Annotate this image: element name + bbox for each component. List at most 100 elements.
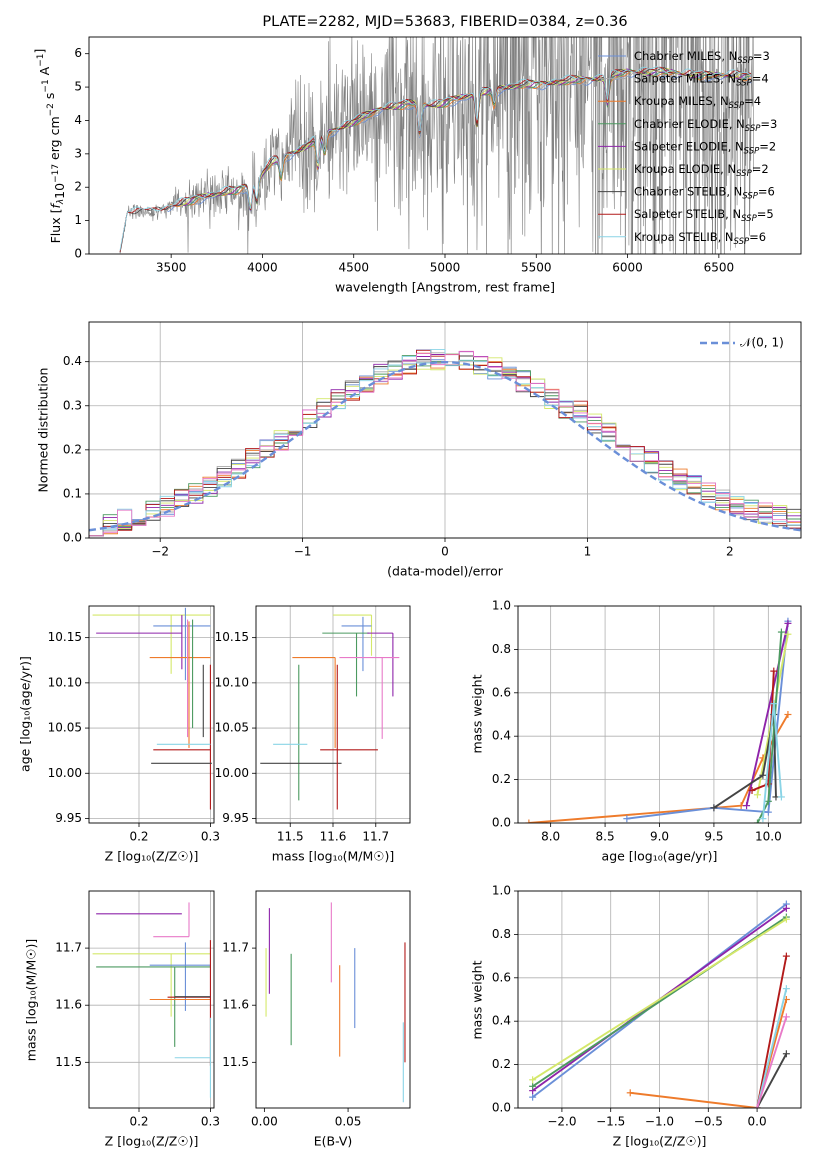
y-tick-label: 0.2 — [492, 1057, 511, 1071]
residual-histogram — [89, 350, 801, 538]
plot-area — [260, 614, 400, 810]
y-axis-label: Flux [fλ10−17 erg cm−2 s−1 A−1] — [32, 49, 67, 244]
x-tick-label: 0.00 — [251, 1115, 278, 1129]
x-axis-label: age [log₁₀(age/yr)] — [602, 849, 718, 864]
y-axis-label: age [log₁₀(age/yr)] — [18, 656, 33, 772]
y-axis-label-part: λ — [56, 199, 66, 205]
axes-frame — [517, 605, 802, 824]
weight-series-line — [630, 999, 788, 1108]
x-tick-label: 10.0 — [755, 830, 782, 844]
y-tick-label: 11.5 — [55, 1055, 82, 1069]
x-tick-label: −1.0 — [645, 1115, 674, 1129]
axes-frame — [88, 36, 802, 255]
y-tick-label: 0.2 — [492, 772, 511, 786]
x-tick-label: 0.2 — [129, 830, 148, 844]
plot-area — [89, 348, 801, 538]
y-axis-label-part: s — [42, 93, 57, 104]
x-tick-label: 8.5 — [596, 830, 615, 844]
legend-entry-suffix: =4 — [744, 94, 761, 108]
axes-frame — [88, 321, 802, 539]
y-axis-label-part: −1 — [41, 79, 51, 92]
y-axis-label: mass [log₁₀(M/M☉)] — [24, 939, 39, 1061]
plot-area — [265, 902, 406, 1103]
weight-series-line — [713, 714, 777, 809]
y-tick-label: 11.6 — [55, 998, 82, 1012]
y-tick-label: 0.0 — [492, 1101, 511, 1115]
legend-entry-label: Salpeter ELODIE, N — [634, 139, 744, 153]
legend-entry: 𝒩(0, 1) — [740, 336, 784, 350]
y-axis-label-part: −17 — [51, 164, 61, 183]
x-axis-label: E(B-V) — [314, 1134, 353, 1149]
y-tick-label: 2 — [74, 180, 82, 194]
x-tick-label: 4500 — [338, 261, 369, 275]
chart-title: PLATE=2282, MJD=53683, FIBERID=0384, z=0… — [262, 14, 627, 30]
y-axis-label-part: erg cm — [47, 116, 62, 164]
weight-series-line — [756, 1016, 788, 1108]
panel-spectrum: 3500 4000 4500 5000 5500 6000 6500 0 1 2 3 4 5 6 wavel… — [32, 14, 802, 295]
legend-entry-sub: SSP — [736, 169, 752, 179]
axes-frame — [255, 605, 411, 824]
plot-area — [92, 902, 211, 1098]
axes-frame — [255, 890, 411, 1109]
x-tick-label: 9.0 — [650, 830, 669, 844]
y-tick-label: 10.10 — [48, 675, 82, 689]
legend-entry-label: Kroupa STELIB, N — [634, 230, 734, 244]
x-tick-label: 0.0 — [748, 1115, 767, 1129]
y-tick-label: 0.4 — [492, 1014, 511, 1028]
y-tick-label: 5 — [74, 80, 82, 94]
legend-entry: Salpeter MILES, NSSP=4 — [634, 72, 769, 89]
panel-mass_vs_Z: 0.2 0.3 11.5 11.6 11.7 Z [log₁₀(Z/Z☉)] mass [l… — [24, 890, 220, 1149]
observed-spectrum-line — [119, 37, 754, 254]
y-tick-label: 6 — [74, 46, 82, 60]
legend-entry: Chabrier ELODIE, NSSP=3 — [634, 117, 777, 134]
y-axis-label-part: 10 — [52, 183, 67, 199]
x-tick-label: −2.0 — [547, 1115, 576, 1129]
weight-series-line — [532, 918, 787, 1081]
x-tick-label: 6000 — [612, 261, 643, 275]
x-tick-label: 3500 — [156, 261, 187, 275]
weight-series-line — [756, 955, 788, 1108]
panel-weight_vs_Z: −2.0 −1.5 −1.0 −0.5 0.0 0.0 0.2 0.4 0.6 0.8 1.0 Z [… — [470, 884, 802, 1149]
x-tick-label: 1 — [584, 545, 592, 559]
model-spectrum-line — [119, 66, 752, 251]
x-tick-label: 2 — [726, 545, 734, 559]
x-tick-label: 0.2 — [129, 1115, 148, 1129]
weight-series-line — [756, 988, 788, 1108]
panel-weight_vs_age: 8.0 8.5 9.0 9.5 10.0 0.0 0.2 0.4 0.6 0.8 1.0 age [l… — [470, 599, 802, 864]
y-tick-label: 0.8 — [492, 927, 511, 941]
plot-area — [529, 900, 790, 1108]
x-axis-label: Z [log₁₀(Z/Z☉)] — [105, 1134, 199, 1149]
y-tick-label: 10.15 — [48, 630, 82, 644]
y-tick-label: 1 — [74, 213, 82, 227]
legend-entry: Kroupa MILES, NSSP=4 — [634, 94, 761, 111]
y-tick-label: 0.0 — [63, 531, 82, 545]
x-tick-label: 9.5 — [704, 830, 723, 844]
legend-entry-sub: SSP — [729, 101, 745, 111]
y-axis-label: Normed distribution — [36, 368, 51, 493]
x-tick-label: 11.5 — [277, 830, 304, 844]
x-tick-label: −2 — [151, 545, 169, 559]
panel-residuals: −2 −1 0 1 2 0.0 0.1 0.2 0.3 0.4 (data-model)/error… — [36, 321, 802, 579]
x-tick-label: 0.3 — [201, 1115, 220, 1129]
y-tick-label: 0.6 — [492, 970, 511, 984]
x-axis-label: mass [log₁₀(M/M☉)] — [272, 849, 394, 864]
legend-entry-suffix: =4 — [752, 72, 769, 86]
x-tick-label: 8.0 — [541, 830, 560, 844]
y-tick-label: 9.95 — [222, 811, 249, 825]
x-tick-label: 11.7 — [362, 830, 389, 844]
y-axis-label-part: −2 — [46, 103, 56, 116]
panel-mass_vs_ebv: 0.00 0.05 11.5 11.6 11.7 E(B-V) — [222, 890, 411, 1149]
y-tick-label: 0.4 — [492, 729, 511, 743]
legend-entry: Chabrier MILES, NSSP=3 — [634, 49, 770, 66]
x-tick-label: 0 — [441, 545, 449, 559]
y-tick-label: 0 — [74, 247, 82, 261]
y-axis-label-part: A — [37, 66, 52, 79]
legend-entry: Chabrier STELIB, NSSP=6 — [634, 185, 775, 202]
plot-area — [92, 607, 212, 810]
y-tick-label: 10.15 — [215, 630, 249, 644]
x-axis-label: Z [log₁₀(Z/Z☉)] — [105, 849, 199, 864]
model-spectrum-line — [119, 66, 752, 253]
x-tick-label: −0.5 — [694, 1115, 723, 1129]
x-axis-label: Z [log₁₀(Z/Z☉)] — [613, 1134, 707, 1149]
y-tick-label: 0.0 — [492, 816, 511, 830]
